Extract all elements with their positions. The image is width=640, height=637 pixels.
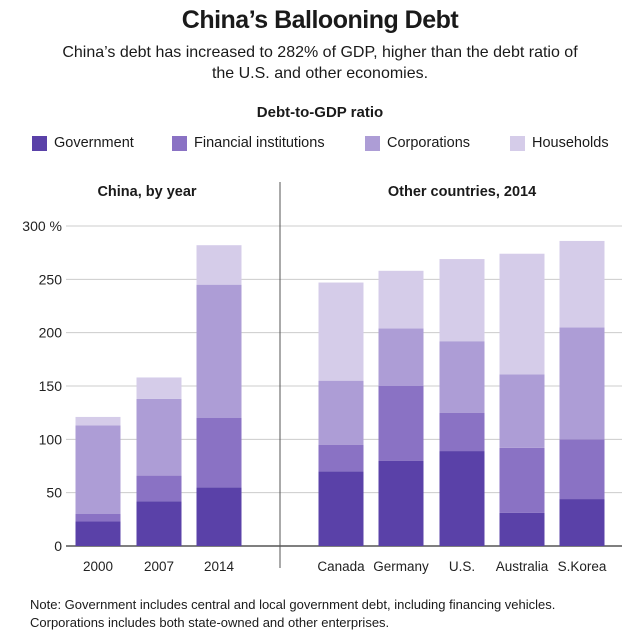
legend-item-households: Households <box>510 134 609 152</box>
y-tick-label: 250 <box>39 271 63 287</box>
y-tick-label: 200 <box>39 325 63 341</box>
x-tick-label: 2000 <box>83 559 113 574</box>
metric-label: Debt-to-GDP ratio <box>256 104 384 121</box>
x-tick-label: S.Korea <box>558 559 607 574</box>
legend-swatch-corporations <box>365 135 380 151</box>
bar-segment-financial-institutions <box>439 412 485 452</box>
bar-segment-households <box>75 416 121 426</box>
bar-segment-financial-institutions <box>318 444 364 472</box>
chart-title: China’s Ballooning Debt <box>181 6 459 34</box>
legend-swatch-government <box>32 135 47 151</box>
x-tick-label: Australia <box>496 559 549 574</box>
bar-segment-financial-institutions <box>559 439 605 500</box>
x-tick-label: Germany <box>373 559 429 574</box>
bar-segment-government <box>499 512 545 546</box>
bar-segment-financial-institutions <box>499 447 545 513</box>
chart-note: Note: Government includes central and lo… <box>30 596 630 632</box>
bar-segment-households <box>196 245 242 285</box>
x-tick-label: Canada <box>317 559 365 574</box>
x-tick-label: 2007 <box>144 559 174 574</box>
bar-segment-corporations <box>378 328 424 386</box>
bar-segment-financial-institutions <box>75 514 121 522</box>
legend-swatch-financial-institutions <box>172 135 187 151</box>
bar-segment-households <box>136 377 182 399</box>
bar-segment-households <box>318 282 364 381</box>
y-tick-label: 100 <box>39 431 63 447</box>
bar-segment-corporations <box>318 380 364 445</box>
legend: Government Financial institutions Corpor… <box>32 134 632 152</box>
bar-segment-corporations <box>75 425 121 514</box>
bar-segment-corporations <box>196 284 242 418</box>
bar-segment-households <box>378 270 424 329</box>
stacked-bar-chart: 0 50 100 150 200 250 300 % China, by year 2000 20… <box>22 182 622 574</box>
bar-segment-financial-institutions <box>136 475 182 502</box>
bar-segment-corporations <box>439 341 485 413</box>
bar-segment-households <box>439 259 485 342</box>
legend-item-financial-institutions: Financial institutions <box>172 134 325 152</box>
bar-segment-government <box>75 521 121 546</box>
legend-item-corporations: Corporations <box>365 134 470 152</box>
bar-segment-government <box>136 501 182 546</box>
legend-label-households: Households <box>532 135 609 151</box>
y-tick-label: 300 % <box>22 218 62 234</box>
bar-segment-corporations <box>499 374 545 448</box>
y-tick-label: 0 <box>54 538 62 554</box>
bar-segment-corporations <box>136 398 182 476</box>
legend-label-corporations: Corporations <box>387 135 471 151</box>
legend-item-government: Government <box>32 134 134 152</box>
bar-segment-government <box>318 471 364 546</box>
chart-subtitle: China’s debt has increased to 282% of GD… <box>62 44 578 82</box>
x-tick-label: U.S. <box>449 559 475 574</box>
bar-segment-government <box>196 487 242 546</box>
bar-segment-financial-institutions <box>196 418 242 488</box>
bar-segment-financial-institutions <box>378 386 424 461</box>
bar-segment-households <box>499 253 545 375</box>
y-tick-label: 150 <box>39 378 63 394</box>
bar-segment-government <box>439 451 485 546</box>
x-tick-label: 2014 <box>204 559 235 574</box>
panel-title: Other countries, 2014 <box>388 184 536 200</box>
bar-segment-corporations <box>559 327 605 440</box>
bar-segment-households <box>559 240 605 328</box>
legend-label-government: Government <box>54 135 134 151</box>
y-tick-label: 50 <box>46 485 62 501</box>
bar-segment-government <box>378 460 424 546</box>
legend-label-financial-institutions: Financial institutions <box>194 135 325 151</box>
legend-swatch-households <box>510 135 525 151</box>
note-line-2: Corporations includes both state-owned a… <box>30 615 390 630</box>
panel-title: China, by year <box>97 184 196 200</box>
note-line-1: Note: Government includes central and lo… <box>30 597 556 612</box>
bar-segment-government <box>559 499 605 546</box>
